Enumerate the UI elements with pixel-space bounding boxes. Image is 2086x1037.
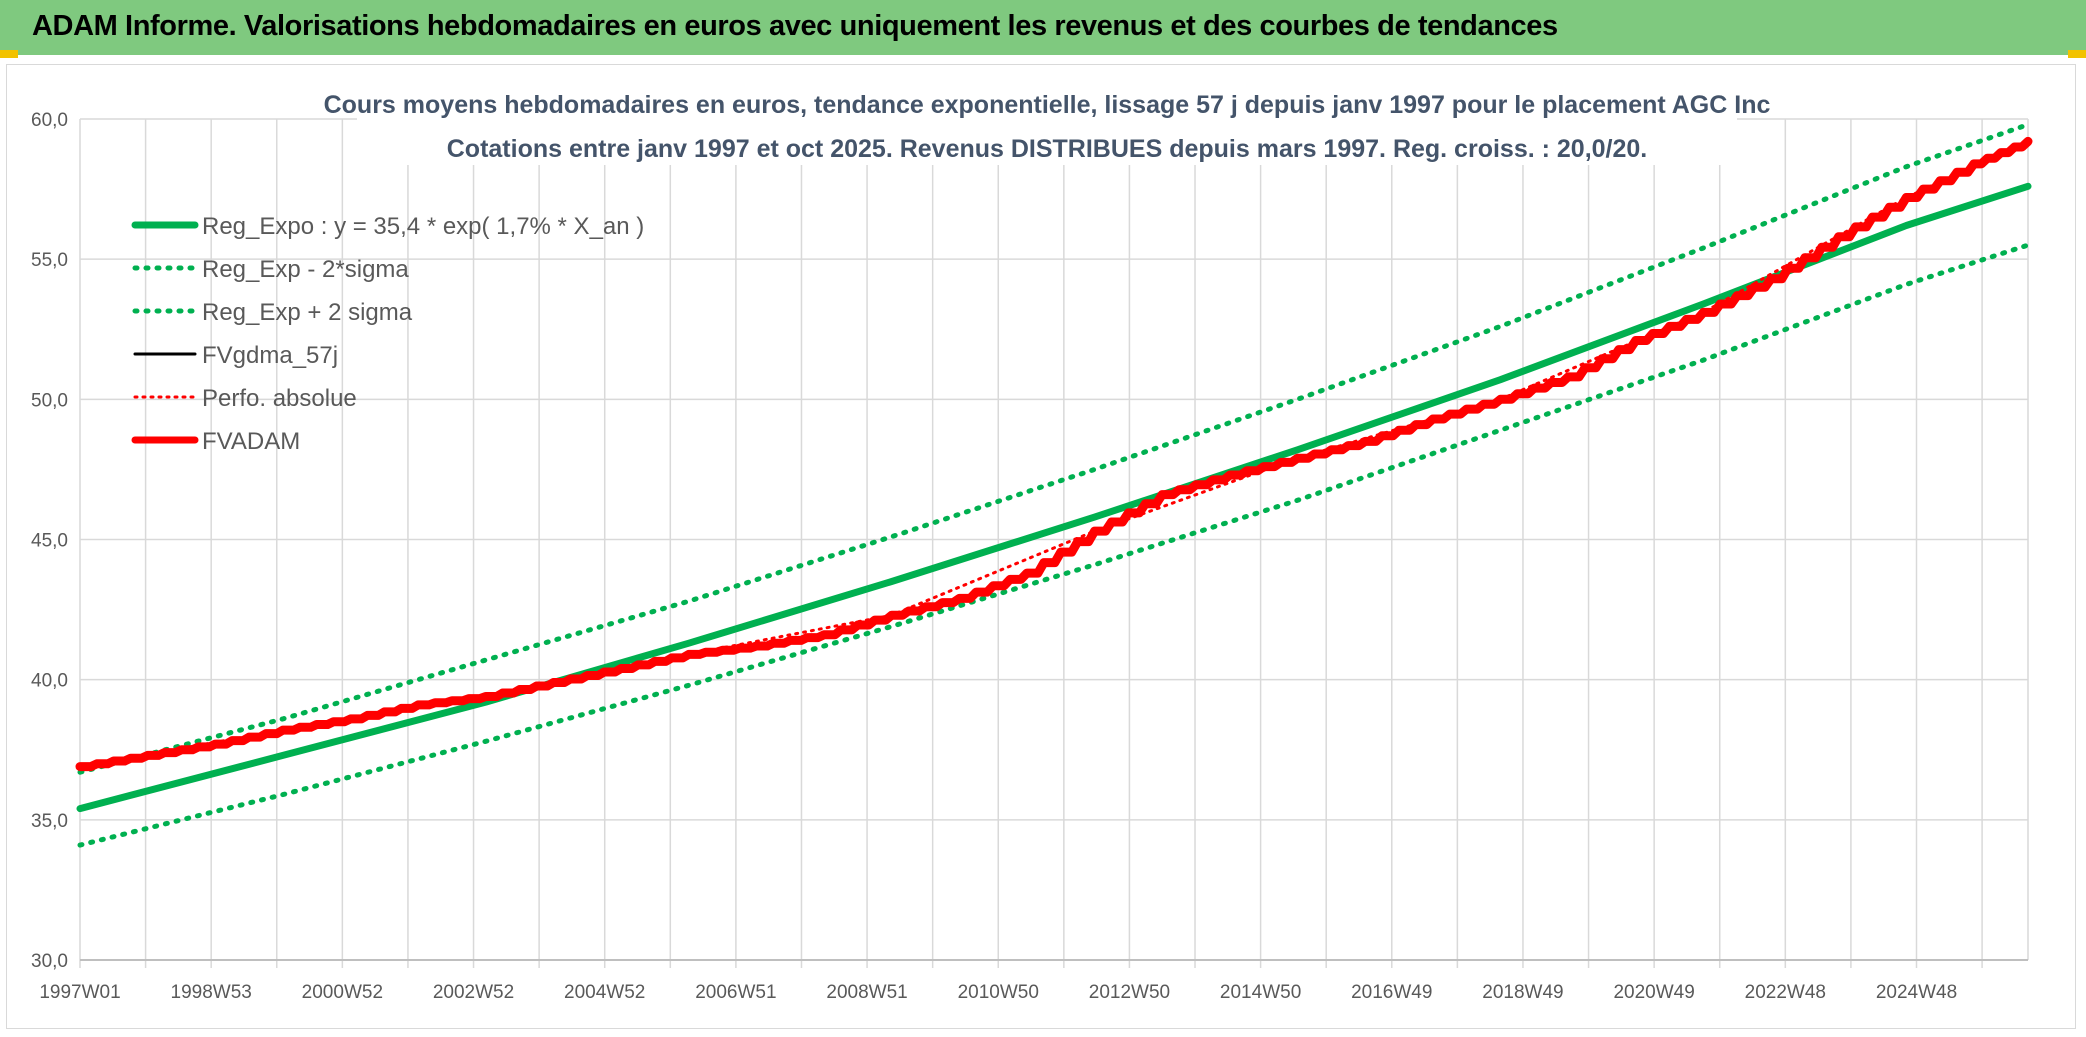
legend-label: FVADAM — [202, 428, 300, 455]
x-tick-label: 1998W53 — [171, 982, 252, 1003]
x-tick-label: 2022W48 — [1745, 982, 1826, 1003]
x-tick-label: 2024W48 — [1876, 982, 1957, 1003]
series-layer — [75, 122, 2033, 848]
x-tick-label: 2010W50 — [958, 982, 1039, 1003]
legend-label: Reg_Exp - 2*sigma — [202, 256, 409, 283]
y-tick-label: 55,0 — [31, 250, 68, 271]
x-tick-label: 2006W51 — [695, 982, 776, 1003]
x-tick-label: 2002W52 — [433, 982, 514, 1003]
legend-label: Reg_Expo : y = 35,4 * exp( 1,7% * X_an ) — [202, 213, 644, 240]
x-tick-label: 2016W49 — [1351, 982, 1432, 1003]
chart-frame: 30,0 35,0 40,0 45,0 50,0 55,0 60,0 1997W01 1998W… — [6, 64, 2076, 1029]
y-tick-label: 35,0 — [31, 811, 68, 832]
title-background — [357, 65, 1737, 165]
series-line-5 — [75, 136, 2033, 772]
series-line-2 — [77, 122, 2031, 775]
legend-label: FVgdma_57j — [202, 342, 338, 369]
y-tick-label: 40,0 — [31, 671, 68, 692]
grid-layer — [79, 118, 2029, 961]
corner-marker-right — [2068, 50, 2086, 58]
x-tick-label: 2008W51 — [826, 982, 907, 1003]
y-tick-label: 50,0 — [31, 390, 68, 411]
legend-label: Perfo. absolue — [202, 385, 357, 412]
chart-subtitle: Cotations entre janv 1997 et oct 2025. R… — [447, 135, 1648, 163]
x-tick-label: 1997W01 — [39, 982, 120, 1003]
chart-svg: 30,0 35,0 40,0 45,0 50,0 55,0 60,0 1997W01 1998W… — [31, 65, 2033, 1003]
x-tick-label: 2004W52 — [564, 982, 645, 1003]
chart-title: Cours moyens hebdomadaires en euros, ten… — [324, 91, 1771, 119]
series-line-1 — [77, 242, 2031, 848]
legend-label: Reg_Exp + 2 sigma — [202, 299, 413, 326]
y-tick-label: 60,0 — [31, 110, 68, 131]
x-tick-label: 2014W50 — [1220, 982, 1301, 1003]
axis-layer: 30,0 35,0 40,0 45,0 50,0 55,0 60,0 1997W01 1998W… — [31, 110, 2028, 1003]
legend: Reg_Expo : y = 35,4 * exp( 1,7% * X_an )… — [131, 213, 644, 455]
report-title: ADAM Informe. Valorisations hebdomadaire… — [32, 10, 1558, 42]
x-tick-label: 2018W49 — [1482, 982, 1563, 1003]
y-tick-label: 45,0 — [31, 531, 68, 552]
y-tick-label: 30,0 — [31, 951, 68, 972]
report-banner: ADAM Informe. Valorisations hebdomadaire… — [0, 0, 2086, 58]
x-tick-label: 2012W50 — [1089, 982, 1170, 1003]
x-tick-label: 2000W52 — [302, 982, 383, 1003]
x-tick-label: 2020W49 — [1613, 982, 1694, 1003]
corner-marker-left — [0, 50, 18, 58]
